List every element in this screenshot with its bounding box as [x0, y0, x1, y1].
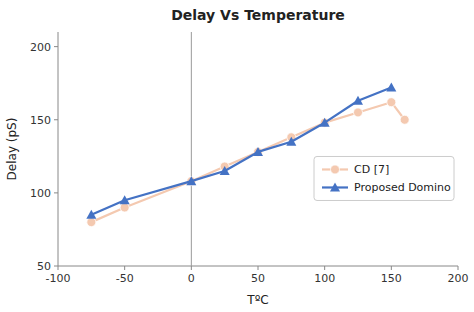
series-point: [386, 83, 396, 92]
series-point: [87, 218, 96, 227]
series-point: [186, 176, 196, 185]
y-tick-label: 100: [30, 187, 51, 200]
x-tick: [58, 266, 59, 270]
legend-label: CD [7]: [354, 163, 389, 176]
x-tick: [124, 266, 125, 270]
legend: CD [7] Proposed Domino: [314, 156, 454, 200]
plot-area: [86, 32, 409, 266]
y-tick: [54, 46, 58, 47]
y-tick-label: 50: [37, 260, 51, 273]
x-tick: [324, 266, 325, 270]
series-point: [86, 210, 96, 219]
series-point: [120, 195, 130, 204]
y-axis-label: Delay (pS): [5, 118, 19, 181]
x-tick: [391, 266, 392, 270]
y-tick-label: 150: [30, 114, 51, 127]
legend-box: [314, 156, 454, 200]
x-tick-label: 0: [188, 272, 195, 285]
x-tick-label: 200: [448, 272, 469, 285]
series-point: [353, 96, 363, 105]
series-point: [354, 108, 363, 117]
legend-marker: [331, 165, 340, 174]
y-tick: [54, 192, 58, 193]
x-tick-label: -100: [46, 272, 71, 285]
x-tick-label: -50: [116, 272, 134, 285]
reference-line: [191, 32, 192, 266]
chart-container: Delay Vs Temperature -100 -50 0 50 100 150 200 5…: [0, 0, 474, 312]
series-point: [120, 203, 129, 212]
series-point: [220, 166, 230, 175]
x-tick-label: 150: [381, 272, 402, 285]
x-axis-label: TºC: [246, 293, 268, 307]
y-tick: [54, 266, 58, 267]
legend-marker: [330, 182, 340, 191]
x-tick-label: 100: [314, 272, 335, 285]
series-point: [253, 147, 263, 156]
title: Delay Vs Temperature: [171, 7, 345, 23]
series-point: [387, 98, 396, 107]
chart: Delay Vs Temperature -100 -50 0 50 100 150 200 5…: [0, 0, 474, 312]
x-tick: [191, 266, 192, 270]
x-tick-label: 50: [251, 272, 265, 285]
y-axis-line: [58, 32, 59, 266]
y-tick: [54, 119, 58, 120]
background: [0, 0, 474, 312]
x-tick: [258, 266, 259, 270]
x-tick: [458, 266, 459, 270]
legend-label: Proposed Domino: [354, 181, 451, 194]
series-point: [286, 137, 296, 146]
y-tick-label: 200: [30, 41, 51, 54]
series-point: [320, 118, 330, 127]
series-point: [400, 115, 409, 124]
